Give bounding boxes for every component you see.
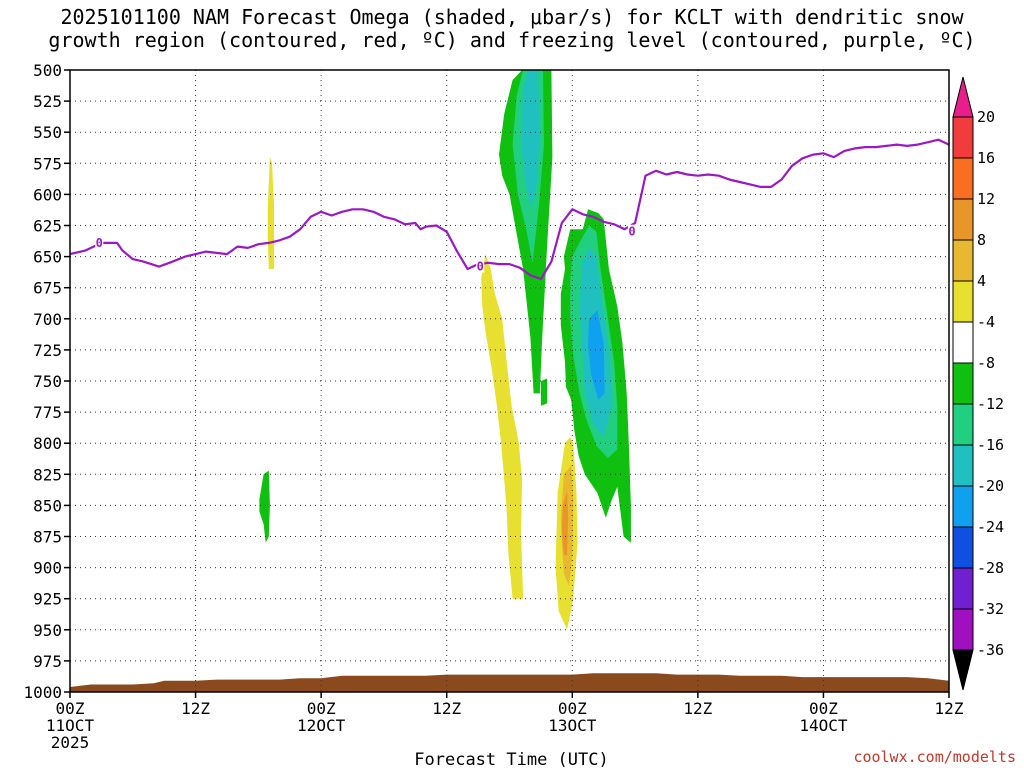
colorbar-label-11: -28 xyxy=(977,559,1004,577)
colorbar-label-5: -4 xyxy=(977,313,995,331)
colorbar-label-6: -8 xyxy=(977,354,995,372)
colorbar-bin-0 xyxy=(952,116,974,159)
credit-link[interactable]: coolwx.com/modelts xyxy=(853,748,1016,766)
y-tick-label-575: 575 xyxy=(33,154,62,173)
y-tick-label-875: 875 xyxy=(33,528,62,547)
omega-region-2 xyxy=(521,70,540,207)
colorbar-bin-11 xyxy=(952,567,974,610)
chart-title-line2: growth region (contoured, red, ºC) and f… xyxy=(48,28,976,52)
colorbar-label-3: 8 xyxy=(977,231,986,249)
colorbar-bin-3 xyxy=(952,239,974,282)
colorbar-bin-9 xyxy=(952,485,974,528)
colorbar: 20 16 12 8 4 -4 -8 -12 -16 -20 -24 -28 -32 -36 xyxy=(952,76,1004,691)
y-tick-label-525: 525 xyxy=(33,92,62,111)
colorbar-label-1: 16 xyxy=(977,149,995,167)
y-tick-label-975: 975 xyxy=(33,652,62,671)
chart-title: 2025101100 NAM Forecast Omega (shaded, μ… xyxy=(0,6,1024,52)
colorbar-label-4: 4 xyxy=(977,272,986,290)
y-tick-label-700: 700 xyxy=(33,310,62,329)
y-tick-label-775: 775 xyxy=(33,403,62,422)
colorbar-label-0: 20 xyxy=(977,108,995,126)
grid-layer xyxy=(70,70,949,692)
y-tick-label-825: 825 xyxy=(33,465,62,484)
omega-region-10 xyxy=(481,254,524,599)
x-axis-title: Forecast Time (UTC) xyxy=(414,750,608,768)
y-tick-label-800: 800 xyxy=(33,434,62,453)
y-tick-label-725: 725 xyxy=(33,341,62,360)
x-tick-label-2: 00Z xyxy=(307,699,336,718)
y-tick-label-550: 550 xyxy=(33,123,62,142)
colorbar-bin-10 xyxy=(952,526,974,569)
terrain-fill xyxy=(70,673,949,692)
colorbar-bin-4 xyxy=(952,280,974,323)
omega-region-13 xyxy=(561,490,569,556)
y-tick-label-650: 650 xyxy=(33,248,62,267)
y-tick-label-675: 675 xyxy=(33,279,62,298)
colorbar-bin-1 xyxy=(952,157,974,200)
y-tick-label-950: 950 xyxy=(33,621,62,640)
colorbar-label-9: -20 xyxy=(977,477,1004,495)
y-tick-label-625: 625 xyxy=(33,217,62,236)
y-tick-label-500: 500 xyxy=(33,61,62,80)
x-tick-sublabel-4: 13OCT xyxy=(548,716,597,735)
colorbar-label-7: -12 xyxy=(977,395,1004,413)
y-tick-label-900: 900 xyxy=(33,559,62,578)
colorbar-top-triangle xyxy=(952,76,974,118)
y-tick-label-1000: 1000 xyxy=(23,683,62,702)
contour-layer: 0 0 0 xyxy=(69,138,950,281)
colorbar-bin-6 xyxy=(952,362,974,405)
contour-label-bg-0 xyxy=(95,235,104,249)
x-tick-sublabel-6: 14OCT xyxy=(799,716,848,735)
y-tick-label-850: 850 xyxy=(33,496,62,515)
x-tick-label-7: 12Z xyxy=(935,699,964,718)
x-tick-year-0: 2025 xyxy=(51,733,90,752)
omega-region-7 xyxy=(540,378,548,406)
y-tick-label-600: 600 xyxy=(33,185,62,204)
y-tick-label-925: 925 xyxy=(33,590,62,609)
y-tick-label-750: 750 xyxy=(33,372,62,391)
contour-label-2: 0 xyxy=(628,225,635,239)
x-tick-label-0: 00Z xyxy=(56,699,85,718)
contour-label-1: 0 xyxy=(477,260,484,274)
colorbar-bin-12 xyxy=(952,608,974,651)
colorbar-label-12: -32 xyxy=(977,600,1004,618)
x-tick-label-1: 12Z xyxy=(181,699,210,718)
contour-label-bg-2 xyxy=(627,224,636,238)
colorbar-bottom-triangle xyxy=(952,649,974,691)
colorbar-bin-2 xyxy=(952,198,974,241)
colorbar-label-10: -24 xyxy=(977,518,1004,536)
axes-layer: 500 525 550 575 600 625 650 675 700 725 750 775 800 8… xyxy=(23,61,963,752)
x-tick-label-3: 12Z xyxy=(432,699,461,718)
x-tick-label-5: 12Z xyxy=(683,699,712,718)
colorbar-bin-7 xyxy=(952,403,974,446)
x-tick-sublabel-2: 12OCT xyxy=(297,716,346,735)
colorbar-label-2: 12 xyxy=(977,190,995,208)
x-tick-label-6: 00Z xyxy=(809,699,838,718)
x-tick-sublabel-0: 11OCT xyxy=(46,716,95,735)
contour-label-bg-1 xyxy=(476,259,485,273)
colorbar-label-8: -16 xyxy=(977,436,1004,454)
contour-label-0: 0 xyxy=(96,236,103,250)
x-tick-label-4: 00Z xyxy=(558,699,587,718)
chart-title-line1: 2025101100 NAM Forecast Omega (shaded, μ… xyxy=(60,5,964,29)
omega-region-8 xyxy=(259,470,270,543)
colorbar-bin-5 xyxy=(952,321,974,364)
freezing-level-line xyxy=(69,138,950,281)
omega-region-6 xyxy=(588,310,605,400)
colorbar-bin-8 xyxy=(952,444,974,487)
colorbar-label-13: -36 xyxy=(977,641,1004,659)
